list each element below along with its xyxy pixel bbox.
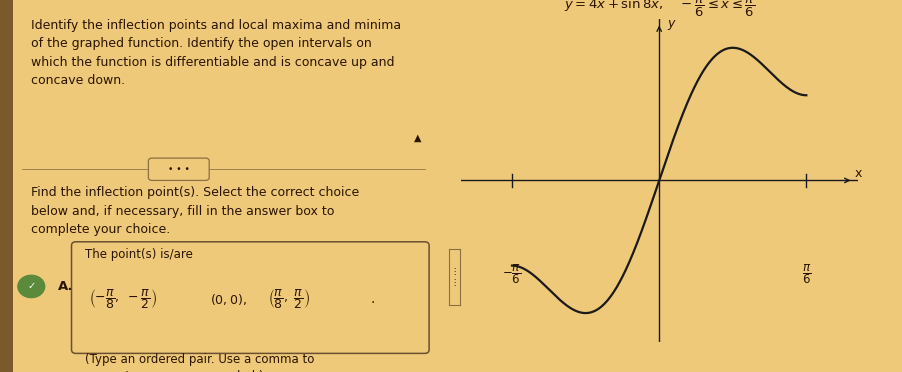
Text: • • •: • • • bbox=[168, 165, 189, 174]
Text: ✓: ✓ bbox=[27, 282, 35, 291]
Text: $(0,0),$: $(0,0),$ bbox=[210, 292, 246, 307]
Text: Identify the inflection points and local maxima and minima
of the graphed functi: Identify the inflection points and local… bbox=[32, 19, 401, 87]
Text: ▲: ▲ bbox=[414, 133, 421, 142]
Text: $\left(-\dfrac{\pi}{8},\ -\dfrac{\pi}{2}\right)$: $\left(-\dfrac{\pi}{8},\ -\dfrac{\pi}{2}… bbox=[89, 288, 157, 311]
Text: $\dfrac{\pi}{6}$: $\dfrac{\pi}{6}$ bbox=[801, 263, 810, 286]
Title: $y = 4x + \sin 8x,\quad -\dfrac{\pi}{6} \leq x \leq \dfrac{\pi}{6}$: $y = 4x + \sin 8x,\quad -\dfrac{\pi}{6} … bbox=[563, 0, 754, 19]
Bar bbox=[0, 0, 13, 372]
Text: $-\dfrac{\pi}{6}$: $-\dfrac{\pi}{6}$ bbox=[502, 263, 521, 286]
Text: ▲: ▲ bbox=[1, 141, 11, 149]
Text: .: . bbox=[371, 292, 375, 307]
Text: $\left(\dfrac{\pi}{8},\ \dfrac{\pi}{2}\right)$: $\left(\dfrac{\pi}{8},\ \dfrac{\pi}{2}\r… bbox=[268, 288, 310, 311]
Text: ⋮
⋮: ⋮ ⋮ bbox=[450, 267, 458, 287]
Text: The point(s) is/are: The point(s) is/are bbox=[85, 248, 193, 261]
Circle shape bbox=[18, 275, 45, 298]
FancyBboxPatch shape bbox=[148, 158, 209, 180]
Text: y: y bbox=[667, 17, 674, 31]
Text: A.: A. bbox=[58, 280, 74, 293]
FancyBboxPatch shape bbox=[71, 242, 428, 353]
Text: (Type an ordered pair. Use a comma to
separate answers as needed.): (Type an ordered pair. Use a comma to se… bbox=[85, 353, 314, 372]
Text: x: x bbox=[854, 167, 861, 180]
Text: Find the inflection point(s). Select the correct choice
below and, if necessary,: Find the inflection point(s). Select the… bbox=[32, 186, 359, 236]
